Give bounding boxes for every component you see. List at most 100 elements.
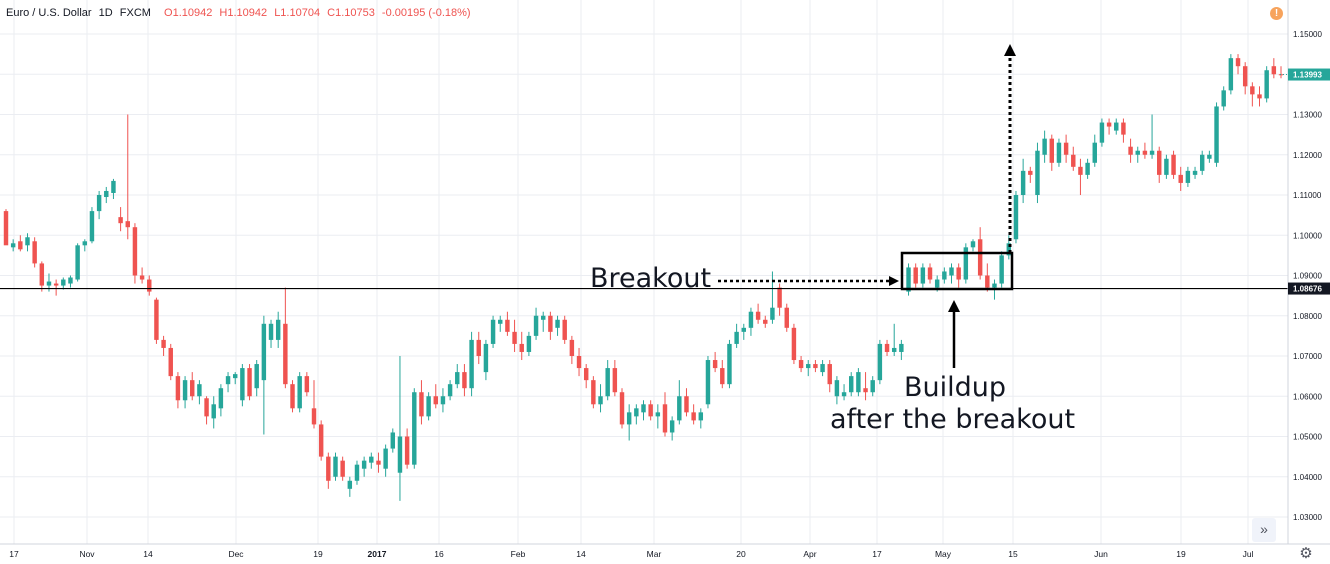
candle-body	[476, 339, 481, 356]
candle-down	[798, 356, 804, 373]
candle-body	[469, 339, 474, 389]
candle-body	[798, 360, 804, 369]
candle-down	[311, 380, 317, 429]
candle-body	[712, 360, 718, 369]
candle-up	[218, 384, 224, 417]
candle-down	[118, 207, 123, 232]
candle-body	[1099, 122, 1105, 143]
candle-body	[691, 412, 696, 421]
candle-body	[999, 255, 1004, 284]
info-icon[interactable]: !	[1270, 7, 1283, 20]
candle-down	[154, 297, 159, 344]
candle-down	[648, 400, 653, 421]
last-price-label: 1.13993	[1293, 71, 1322, 80]
candle-up	[834, 376, 840, 405]
candle-up	[361, 456, 367, 477]
candle-body	[1020, 170, 1026, 195]
price-axis: 1.03000 1.04000 1.05000 1.06000 1.07000 1.080…	[1287, 0, 1330, 544]
time-tick-label: May	[935, 549, 952, 559]
candle-down	[32, 237, 37, 268]
candle-body	[89, 211, 95, 242]
candle-body	[512, 331, 517, 344]
candle-body	[669, 420, 675, 433]
candle-up	[526, 331, 532, 356]
price-tick-label: 1.04000	[1293, 473, 1322, 482]
candle-up	[197, 380, 202, 405]
candle-down	[18, 235, 23, 252]
candle-down	[39, 261, 45, 292]
candle-body	[290, 384, 295, 409]
candle-up	[899, 339, 904, 361]
interval[interactable]: 1D	[98, 7, 113, 19]
candle-up	[275, 311, 281, 348]
candle-up	[942, 267, 947, 284]
candle-body	[18, 241, 23, 250]
scroll-to-realtime-button[interactable]: »	[1252, 518, 1276, 542]
time-tick-label: 15	[1008, 549, 1018, 559]
candle-body	[498, 319, 503, 324]
candle-down	[1178, 166, 1183, 191]
candle-body	[483, 343, 489, 373]
last-price-tag	[1288, 68, 1330, 81]
candle-up	[540, 311, 546, 332]
candle-body	[827, 364, 832, 385]
candle-body	[25, 237, 30, 246]
candle-body	[204, 398, 209, 417]
candles	[3, 54, 1284, 501]
candle-up	[1228, 54, 1234, 95]
candle-up	[333, 452, 338, 481]
candle-body	[841, 392, 847, 397]
candle-body	[956, 267, 961, 280]
candle-up	[1020, 158, 1026, 204]
candle-up	[490, 315, 496, 348]
candle-up	[841, 384, 847, 401]
candle-down	[283, 287, 288, 389]
candle-body	[927, 267, 933, 280]
candle-down	[612, 360, 618, 397]
candle-body	[218, 388, 224, 409]
chart-grid	[0, 0, 1288, 544]
breakout-label: Breakout	[590, 263, 712, 294]
time-tick-label: Dec	[228, 549, 244, 559]
candle-up	[10, 239, 16, 252]
candle-down	[132, 223, 138, 284]
candle-body	[891, 347, 897, 352]
candle-down	[340, 456, 345, 481]
candle-body	[225, 376, 231, 385]
candle-body	[283, 323, 288, 385]
candle-body	[934, 279, 940, 288]
candle-body	[440, 396, 446, 405]
candle-body	[1106, 122, 1112, 127]
candle-body	[598, 396, 603, 405]
candle-body	[211, 404, 216, 419]
candle-body	[1171, 154, 1176, 175]
candle-down	[712, 351, 718, 373]
candle-down	[863, 372, 868, 401]
candle-body	[970, 241, 976, 248]
candle-down	[476, 331, 481, 365]
candle-down	[1071, 146, 1076, 171]
buildup-box	[900, 251, 1014, 291]
candle-body	[161, 339, 166, 348]
candle-body	[734, 331, 739, 344]
candle-body	[404, 436, 410, 465]
candle-down	[985, 263, 990, 292]
candle-down	[1128, 138, 1133, 163]
price-tick-label: 1.11000	[1293, 191, 1322, 200]
candle-up	[1085, 158, 1090, 179]
candle-down	[1106, 118, 1112, 135]
candle-down	[1063, 134, 1069, 163]
candle-body	[863, 388, 868, 393]
gear-icon[interactable]: ⚙	[1299, 545, 1313, 562]
candle-body	[963, 247, 969, 280]
candle-body	[992, 283, 997, 288]
candle-body	[75, 245, 80, 280]
candle-up	[1042, 130, 1047, 163]
symbol-name[interactable]: Euro / U.S. Dollar	[6, 7, 92, 19]
candle-down	[419, 380, 424, 425]
candle-down	[583, 364, 589, 389]
candle-up	[641, 400, 646, 421]
candle-up	[254, 360, 259, 397]
candle-body	[1164, 158, 1169, 175]
